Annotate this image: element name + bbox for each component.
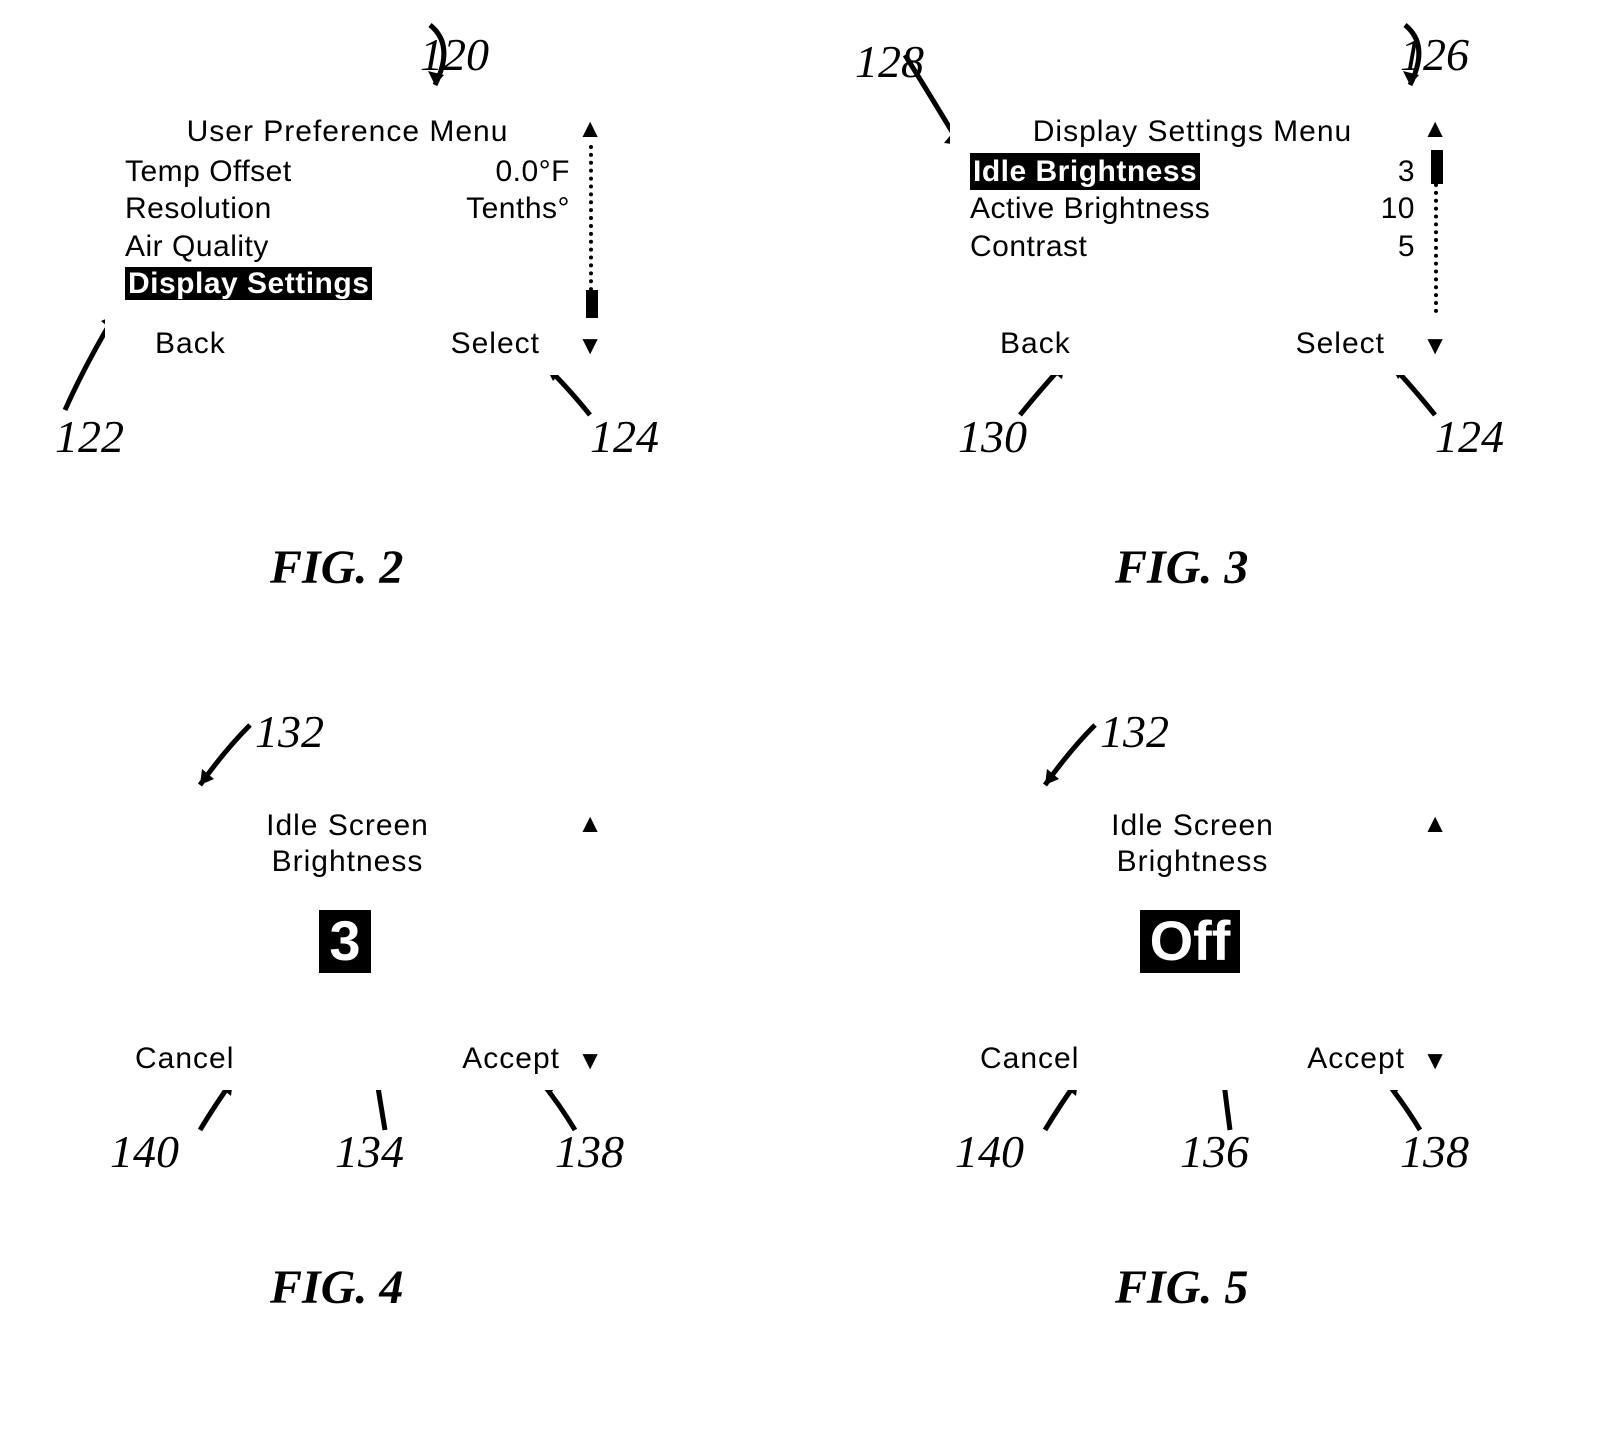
title-line2: Brightness	[970, 844, 1415, 880]
scroll-track	[1434, 183, 1438, 313]
scroll-up-icon[interactable]: ▲	[577, 113, 603, 144]
scroll-up-icon[interactable]: ▲	[1422, 113, 1448, 144]
fig3-screen: Display Settings Menu Idle Brightness 3 …	[950, 95, 1470, 375]
row-label: Active Brightness	[970, 190, 1210, 228]
row-value: 5	[1398, 228, 1415, 266]
fig3-panel: Display Settings Menu Idle Brightness 3 …	[950, 95, 1470, 375]
ref-128: 128	[855, 35, 924, 88]
title-line1: Idle Screen	[125, 808, 570, 844]
title-line1: Idle Screen	[970, 808, 1415, 844]
ref-138a: 138	[555, 1125, 624, 1178]
softkeys: Back Select	[125, 327, 570, 361]
menu-row[interactable]: Active Brightness 10	[970, 190, 1415, 228]
menu-row[interactable]: Temp Offset 0.0°F	[125, 153, 570, 191]
brightness-value[interactable]: Off	[1140, 910, 1241, 973]
fig3-caption: FIG. 3	[1115, 540, 1248, 595]
softkeys: Back Select	[970, 327, 1415, 361]
row-value: 0.0°F	[495, 153, 570, 191]
ref-126: 126	[1400, 28, 1469, 81]
select-button[interactable]: Select	[421, 327, 570, 361]
ref-124: 124	[590, 410, 659, 463]
up-icon[interactable]: ▲	[1422, 808, 1448, 839]
row-label: Temp Offset	[125, 153, 292, 191]
fig4-screen: Idle Screen Brightness 3 Cancel Accept ▲…	[105, 790, 625, 1090]
scroll-thumb[interactable]	[586, 290, 598, 318]
menu-title: User Preference Menu	[125, 113, 570, 151]
ref-138b: 138	[1400, 1125, 1469, 1178]
row-label: Contrast	[970, 228, 1087, 266]
accept-button[interactable]: Accept	[1297, 1042, 1415, 1076]
fig2-caption: FIG. 2	[270, 540, 403, 595]
title-line2: Brightness	[125, 844, 570, 880]
scroll-down-icon[interactable]: ▼	[1422, 330, 1448, 361]
ref-140a: 140	[110, 1125, 179, 1178]
cancel-button[interactable]: Cancel	[970, 1042, 1089, 1076]
up-icon[interactable]: ▲	[577, 808, 603, 839]
menu-title: Display Settings Menu	[970, 113, 1415, 151]
fig4-panel: Idle Screen Brightness 3 Cancel Accept ▲…	[105, 790, 625, 1090]
fig2-panel: User Preference Menu Temp Offset 0.0°F R…	[105, 95, 625, 375]
adj-title: Idle Screen Brightness	[125, 808, 570, 880]
fig2-content: User Preference Menu Temp Offset 0.0°F R…	[125, 113, 570, 303]
value-container: Off	[950, 910, 1430, 973]
brightness-value[interactable]: 3	[319, 910, 370, 973]
row-label: Resolution	[125, 190, 272, 228]
menu-row[interactable]: Air Quality	[125, 228, 570, 266]
row-value: 3	[1398, 153, 1415, 191]
adj-title: Idle Screen Brightness	[970, 808, 1415, 880]
value-container: 3	[105, 910, 585, 973]
ref-130: 130	[958, 410, 1027, 463]
ref-132b: 132	[1100, 705, 1169, 758]
scroll-thumb[interactable]	[1431, 150, 1443, 184]
down-icon[interactable]: ▼	[577, 1045, 603, 1076]
select-button[interactable]: Select	[1266, 327, 1415, 361]
cancel-button[interactable]: Cancel	[125, 1042, 244, 1076]
softkeys: Cancel Accept	[125, 1042, 570, 1076]
fig5-panel: Idle Screen Brightness Off Cancel Accept…	[950, 790, 1470, 1090]
ref-140b: 140	[955, 1125, 1024, 1178]
ref-124b: 124	[1435, 410, 1504, 463]
menu-row-selected[interactable]: Display Settings	[125, 265, 570, 303]
ref-132a: 132	[255, 705, 324, 758]
down-icon[interactable]: ▼	[1422, 1045, 1448, 1076]
ref-122: 122	[55, 410, 124, 463]
menu-row-selected[interactable]: Idle Brightness 3	[970, 153, 1415, 191]
row-label: Idle Brightness	[970, 153, 1200, 191]
row-value: Tenths°	[466, 190, 570, 228]
softkeys: Cancel Accept	[970, 1042, 1415, 1076]
row-label: Air Quality	[125, 228, 269, 266]
fig2-screen: User Preference Menu Temp Offset 0.0°F R…	[105, 95, 625, 375]
menu-row[interactable]: Contrast 5	[970, 228, 1415, 266]
fig5-screen: Idle Screen Brightness Off Cancel Accept…	[950, 790, 1470, 1090]
scroll-down-icon[interactable]: ▼	[577, 330, 603, 361]
ref-120: 120	[420, 28, 489, 81]
selected-item: Display Settings	[125, 267, 372, 300]
fig5-caption: FIG. 5	[1115, 1260, 1248, 1315]
ref-134: 134	[335, 1125, 404, 1178]
fig4-caption: FIG. 4	[270, 1260, 403, 1315]
menu-row[interactable]: Resolution Tenths°	[125, 190, 570, 228]
back-button[interactable]: Back	[125, 327, 256, 361]
back-button[interactable]: Back	[970, 327, 1101, 361]
row-value: 10	[1381, 190, 1415, 228]
accept-button[interactable]: Accept	[452, 1042, 570, 1076]
ref-136: 136	[1180, 1125, 1249, 1178]
fig3-content: Display Settings Menu Idle Brightness 3 …	[970, 113, 1415, 265]
